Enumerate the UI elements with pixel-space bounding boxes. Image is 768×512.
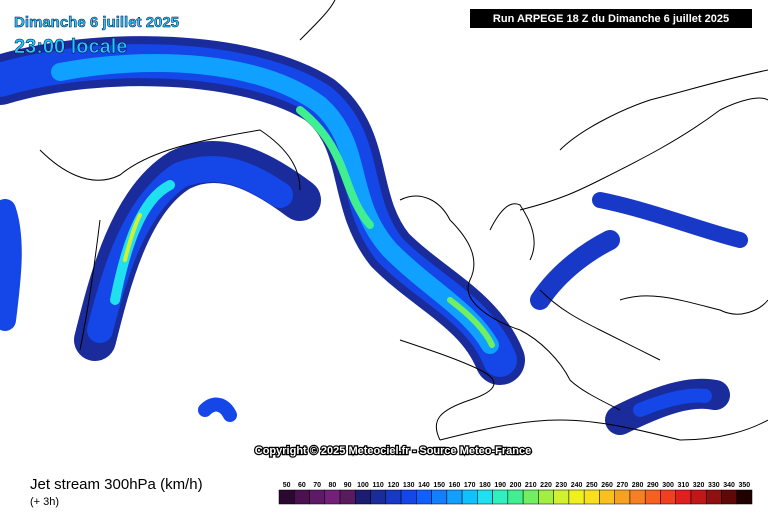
scale-swatch [370,489,387,505]
scale-swatch [309,489,326,505]
scale-swatch [400,489,417,505]
scale-swatch [522,489,539,505]
scale-swatch [278,489,295,505]
scale-swatch [431,489,448,505]
scale-swatch [660,489,676,505]
scale-swatch [507,489,524,505]
scale-label: 240 [571,482,583,489]
scale-swatch [736,489,753,505]
scale-label: 250 [586,482,598,489]
scale-label: 90 [344,482,352,489]
time-label: 23:00 locale [14,36,127,58]
scale-label: 170 [464,482,476,489]
scale-swatch [614,489,631,505]
scale-label: 100 [357,482,369,489]
lead-time: (+ 3h) [30,496,59,508]
copyright: Copyright © 2025 Meteociel.fr - Source M… [255,445,531,457]
scale-swatch [675,489,692,505]
scale-label: 310 [677,482,689,489]
scale-swatch [324,489,341,505]
scale-swatch [385,489,402,505]
scale-swatch [492,489,509,505]
scale-swatch [629,489,646,505]
scale-swatch [644,489,661,505]
scale-label: 70 [313,482,321,489]
legend-title: Jet stream 300hPa (km/h) [30,476,203,493]
scale-swatch [477,489,493,505]
scale-label: 270 [616,482,628,489]
scale-swatch [416,489,432,505]
scale-label: 60 [298,482,306,489]
scale-label: 200 [510,482,522,489]
scale-swatch [461,489,478,505]
color-scale: 50 60 70 80 90 100 110 120 130 140 150 160 170 180 190… [278,482,753,505]
jet-stream [0,36,748,435]
run-box [470,9,752,28]
scale-label: 220 [540,482,552,489]
scale-label: 110 [373,482,384,489]
scale-label: 150 [433,482,445,489]
scale-label: 160 [449,482,461,489]
scale-label: 290 [647,482,659,489]
scale-swatch [446,489,463,505]
scale-label: 320 [693,482,705,489]
run-label: Run ARPEGE 18 Z du Dimanche 6 juillet 20… [493,13,729,25]
coastlines [39,0,768,441]
scale-label: 260 [601,482,613,489]
scale-swatch [538,489,554,505]
date-label: Dimanche 6 juillet 2025 [14,14,179,31]
scale-label: 340 [723,482,735,489]
scale-label: 180 [479,482,491,489]
scale-swatch [705,489,722,505]
scale-label: 330 [708,482,720,489]
scale-swatch [721,489,737,505]
scale-label: 350 [739,482,751,489]
scale-swatch [690,489,707,505]
scale-swatch [568,489,585,505]
scale-label: 130 [403,482,415,489]
scale-label: 80 [329,482,337,489]
scale-label: 190 [494,482,506,489]
scale-swatch [339,489,356,505]
scale-swatch [355,489,371,505]
scale-label: 210 [525,482,537,489]
scale-label: 50 [283,482,291,489]
scale-swatch [583,489,600,505]
scale-label: 300 [662,482,674,489]
scale-label: 140 [418,482,430,489]
scale-swatch [294,489,310,505]
scale-label: 230 [555,482,567,489]
scale-label: 120 [388,482,400,489]
scale-swatch [553,489,570,505]
scale-label: 280 [632,482,644,489]
scale-swatch [599,489,615,505]
